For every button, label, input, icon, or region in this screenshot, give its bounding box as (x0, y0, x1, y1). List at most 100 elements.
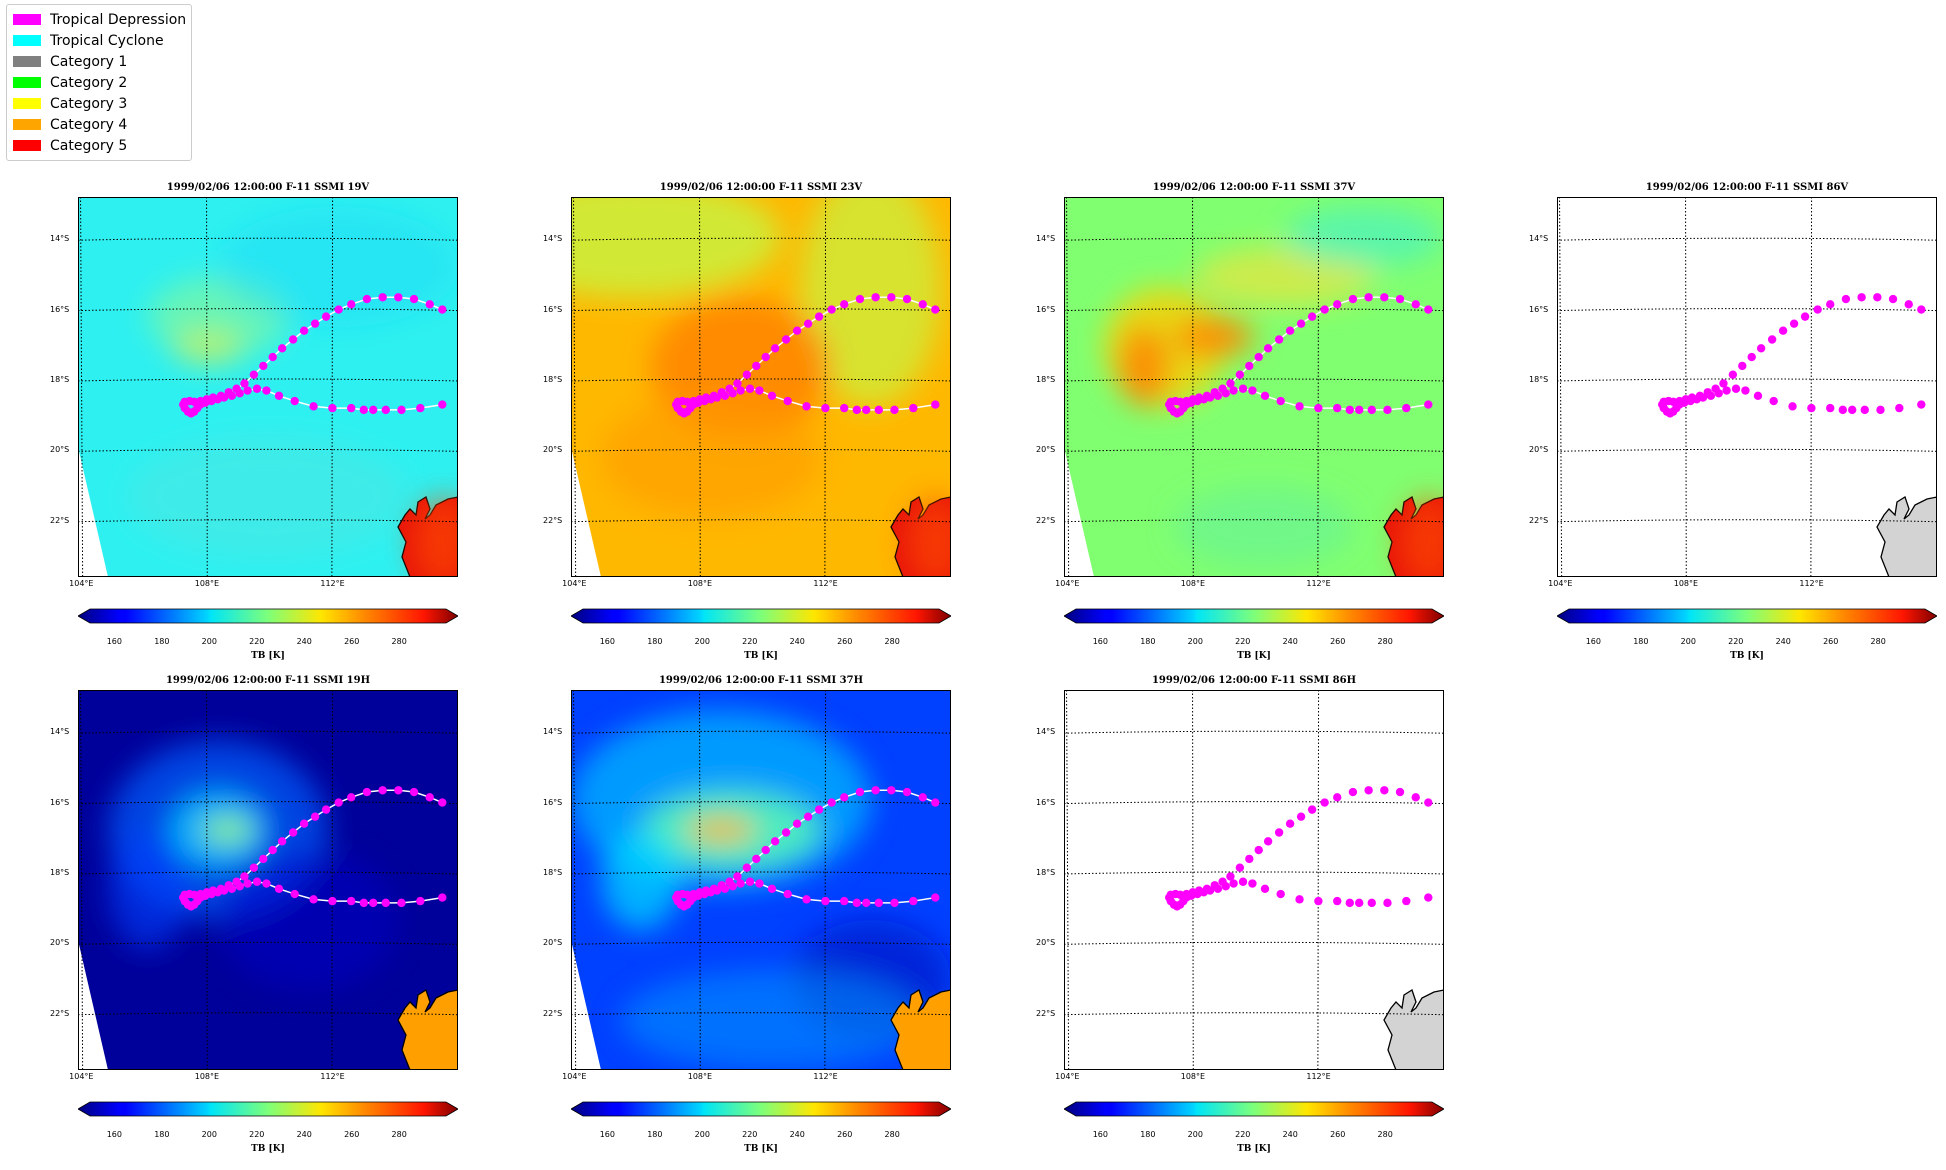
track-point (249, 370, 259, 379)
lon-tick-label: 112°E (813, 1072, 838, 1081)
lat-tick-label: 14°S (50, 234, 70, 244)
graticule (571, 197, 951, 577)
colorbar-gradient (571, 608, 951, 624)
track-point (1380, 786, 1389, 795)
track-point (208, 393, 218, 402)
track-point (761, 352, 770, 362)
graticule (1557, 197, 1937, 577)
colorbar-gradient (78, 1101, 458, 1117)
colorbar (78, 608, 458, 624)
track-point (1210, 881, 1219, 890)
track-point (1296, 319, 1306, 328)
colorbar-gradient (1064, 608, 1444, 624)
track-point (887, 786, 896, 795)
legend-swatch (13, 14, 41, 25)
track-point (1769, 396, 1778, 406)
tb-feature (173, 329, 243, 365)
track-point (1411, 793, 1420, 802)
track-point (725, 384, 734, 393)
track-point (1860, 405, 1869, 415)
colorbar-tick-label: 160 (599, 637, 615, 646)
track-point (1276, 396, 1285, 406)
track-point (701, 393, 711, 402)
track-point (682, 397, 692, 406)
lat-tick-label: 14°S (1529, 234, 1549, 244)
track-point (1314, 403, 1323, 413)
colorbar-tick-label: 160 (106, 1130, 122, 1139)
track-point (709, 884, 719, 893)
tb-feature (601, 397, 821, 517)
track-point (840, 300, 849, 309)
panel-title: 1999/02/06 12:00:00 F-11 SSMI 19V (166, 182, 370, 193)
track-point (359, 898, 368, 908)
track-point (1367, 405, 1376, 415)
colorbar-tick-label: 240 (1282, 1130, 1298, 1139)
track-point (1841, 294, 1851, 304)
tb-feature (108, 830, 188, 950)
track-point (902, 787, 912, 797)
track-point (1424, 400, 1433, 409)
track-point (1424, 305, 1433, 314)
track-point (1226, 379, 1235, 388)
colorbar-tick-label: 180 (1140, 1130, 1156, 1139)
track-point (1838, 405, 1847, 415)
track-point (299, 819, 309, 828)
track-point (890, 898, 899, 908)
lat-tick-label: 14°S (543, 727, 563, 737)
track-point (1348, 787, 1358, 797)
track-point (803, 319, 813, 328)
lat-tick-label: 22°S (543, 515, 563, 525)
track-point (438, 400, 447, 409)
colorbar-tick-label: 240 (789, 637, 805, 646)
track-point (262, 386, 271, 395)
track-point (733, 379, 742, 388)
lat-tick-label: 18°S (50, 374, 70, 384)
track-point (309, 402, 318, 411)
track-point (1895, 403, 1904, 413)
track-point (871, 786, 880, 795)
track-point (1876, 405, 1885, 415)
track-point (1226, 872, 1235, 881)
swath-gap (78, 940, 108, 1070)
legend-swatch (13, 35, 41, 46)
lon-tick-label: 108°E (687, 579, 713, 588)
tb-feature (686, 818, 756, 842)
lon-tick-label: 104°E (69, 579, 94, 588)
track-point (770, 837, 780, 846)
track-point (745, 877, 755, 886)
track-point (752, 361, 761, 371)
panel-title: 1999/02/06 12:00:00 F-11 SSMI 23V (659, 182, 863, 193)
swath-gap (78, 447, 108, 577)
track-point (240, 379, 249, 388)
track-point (369, 405, 378, 415)
track-point (1295, 402, 1304, 411)
map-panel: 1999/02/06 12:00:00 F-11 SSMI 19H 14°S 16°… (50, 675, 458, 1170)
tb-feature (601, 830, 681, 930)
track-point (1367, 898, 1376, 908)
track-point (767, 391, 777, 400)
track-point (1202, 391, 1212, 400)
track-point (802, 402, 811, 411)
track-point (827, 305, 836, 314)
track-point (1235, 863, 1245, 872)
track-point (1364, 786, 1373, 795)
lat-tick-label: 16°S (543, 304, 563, 314)
track-point (208, 886, 218, 895)
track-point (1687, 393, 1697, 402)
track-point (262, 879, 271, 888)
lon-tick-label: 108°E (687, 1072, 713, 1081)
track-point (310, 812, 320, 821)
track-point (745, 384, 755, 393)
track-point (874, 405, 883, 415)
track-point (918, 300, 927, 309)
track-point (733, 872, 742, 881)
lon-tick-label: 104°E (562, 1072, 587, 1081)
colorbar-tick-label: 200 (1187, 637, 1203, 646)
track-point (840, 403, 849, 413)
track-point (425, 300, 434, 309)
lon-tick-label: 104°E (1055, 1072, 1080, 1081)
track-point (1711, 384, 1720, 393)
track-point (855, 787, 865, 797)
graticule (1064, 197, 1444, 577)
track-point (397, 405, 406, 415)
